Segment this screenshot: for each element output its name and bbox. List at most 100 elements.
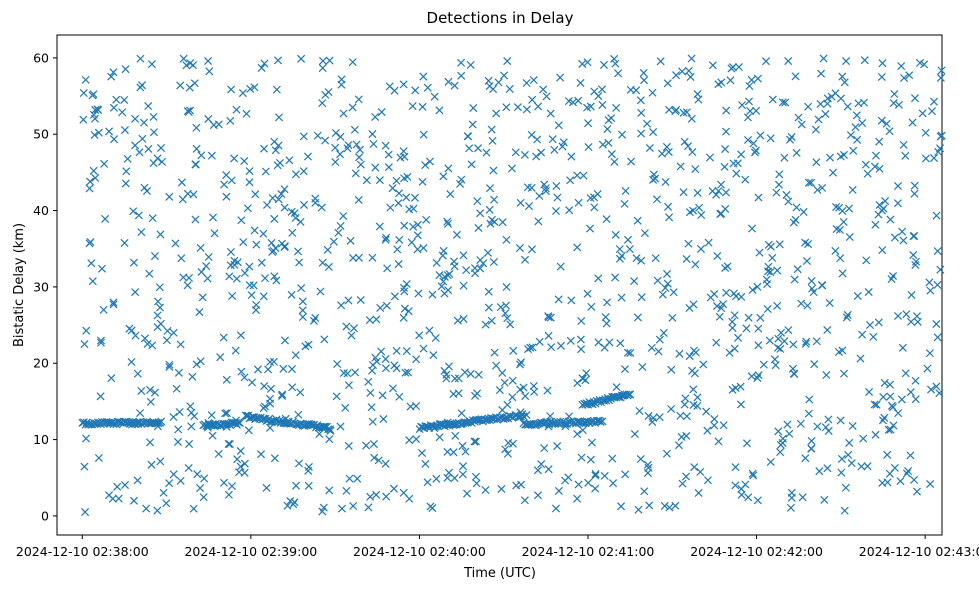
detection-point bbox=[810, 360, 819, 369]
detection-point bbox=[190, 79, 199, 88]
detection-point bbox=[419, 130, 428, 139]
detection-point bbox=[127, 357, 136, 367]
detection-point bbox=[675, 349, 684, 358]
detection-point bbox=[773, 343, 782, 352]
detection-point bbox=[848, 422, 857, 431]
detection-point bbox=[149, 128, 159, 137]
detection-point bbox=[395, 392, 404, 401]
detection-point bbox=[748, 285, 757, 295]
detection-point bbox=[253, 365, 262, 374]
detection-point bbox=[664, 148, 673, 157]
detection-point bbox=[688, 148, 697, 157]
detection-point bbox=[693, 393, 702, 402]
detection-point bbox=[348, 103, 357, 112]
detection-point bbox=[537, 148, 546, 157]
detection-point bbox=[107, 72, 116, 81]
detection-point bbox=[516, 198, 525, 207]
detection-point bbox=[680, 400, 689, 409]
detection-point bbox=[759, 360, 768, 369]
detection-point bbox=[634, 505, 643, 514]
detection-point bbox=[766, 457, 775, 467]
detection-point bbox=[574, 96, 583, 105]
detection-point bbox=[260, 382, 269, 391]
detection-point bbox=[112, 95, 121, 104]
detection-point bbox=[803, 301, 812, 310]
detection-point bbox=[405, 205, 414, 214]
detection-point bbox=[204, 114, 213, 124]
detection-point bbox=[889, 421, 898, 430]
detection-point bbox=[752, 106, 761, 115]
detection-point bbox=[118, 108, 127, 117]
detection-point bbox=[339, 211, 348, 221]
detection-point bbox=[439, 172, 448, 181]
detection-point bbox=[544, 465, 553, 474]
detection-point bbox=[148, 341, 157, 350]
detection-point bbox=[81, 434, 91, 443]
y-tick-label: 50 bbox=[33, 127, 49, 142]
detection-point bbox=[644, 411, 653, 420]
detection-point bbox=[399, 313, 408, 322]
detection-point bbox=[463, 489, 472, 498]
detection-point bbox=[489, 258, 498, 267]
detection-point bbox=[671, 501, 680, 510]
detection-point bbox=[897, 62, 906, 71]
detection-point bbox=[382, 233, 391, 242]
detection-point bbox=[342, 486, 351, 495]
detection-point bbox=[85, 239, 94, 248]
detection-point bbox=[411, 86, 420, 95]
detection-point bbox=[911, 376, 920, 385]
detection-point bbox=[136, 54, 145, 63]
detection-point bbox=[131, 141, 140, 150]
detection-point bbox=[275, 113, 284, 122]
detection-point bbox=[508, 376, 517, 385]
detection-point bbox=[483, 248, 492, 257]
detection-point bbox=[809, 288, 818, 297]
detection-point bbox=[685, 303, 694, 313]
detection-point bbox=[318, 64, 327, 73]
detection-point bbox=[492, 109, 501, 118]
detection-point bbox=[690, 369, 699, 378]
detection-point bbox=[848, 185, 857, 194]
x-tick-label: 2024-12-10 02:43:00 bbox=[859, 544, 979, 559]
detection-point bbox=[655, 413, 664, 422]
detection-point bbox=[918, 109, 927, 118]
detection-point bbox=[176, 476, 185, 485]
detection-point bbox=[652, 195, 662, 204]
detection-point bbox=[661, 283, 670, 292]
detection-point bbox=[859, 434, 868, 443]
detection-point bbox=[91, 105, 100, 114]
detection-point bbox=[889, 99, 898, 108]
detection-point bbox=[156, 230, 165, 239]
detection-point bbox=[550, 145, 559, 154]
detection-point bbox=[203, 274, 212, 283]
detection-point bbox=[114, 494, 123, 503]
detection-point bbox=[401, 368, 410, 377]
detection-point bbox=[279, 364, 288, 373]
detection-point bbox=[402, 347, 411, 356]
detection-point bbox=[541, 187, 550, 196]
detection-point bbox=[566, 176, 575, 185]
detection-point bbox=[906, 388, 915, 397]
detection-point bbox=[894, 100, 903, 109]
detection-point bbox=[389, 484, 399, 493]
detection-point bbox=[487, 316, 496, 325]
detection-point bbox=[324, 425, 333, 434]
detection-point bbox=[150, 388, 160, 397]
detection-point bbox=[911, 395, 920, 404]
detection-point bbox=[744, 97, 754, 106]
detection-point bbox=[663, 279, 672, 288]
detection-point bbox=[247, 291, 256, 300]
detection-point bbox=[775, 240, 784, 249]
detection-point bbox=[99, 305, 108, 314]
detection-point bbox=[774, 180, 783, 189]
detection-point bbox=[685, 352, 694, 361]
detection-point bbox=[838, 72, 847, 81]
detection-point bbox=[274, 195, 283, 204]
detection-point bbox=[540, 444, 549, 453]
detection-point bbox=[768, 253, 777, 262]
detection-point bbox=[564, 97, 573, 106]
detection-point bbox=[865, 387, 874, 397]
detection-point bbox=[292, 481, 301, 490]
detection-point bbox=[535, 337, 544, 346]
detection-point bbox=[880, 378, 889, 387]
